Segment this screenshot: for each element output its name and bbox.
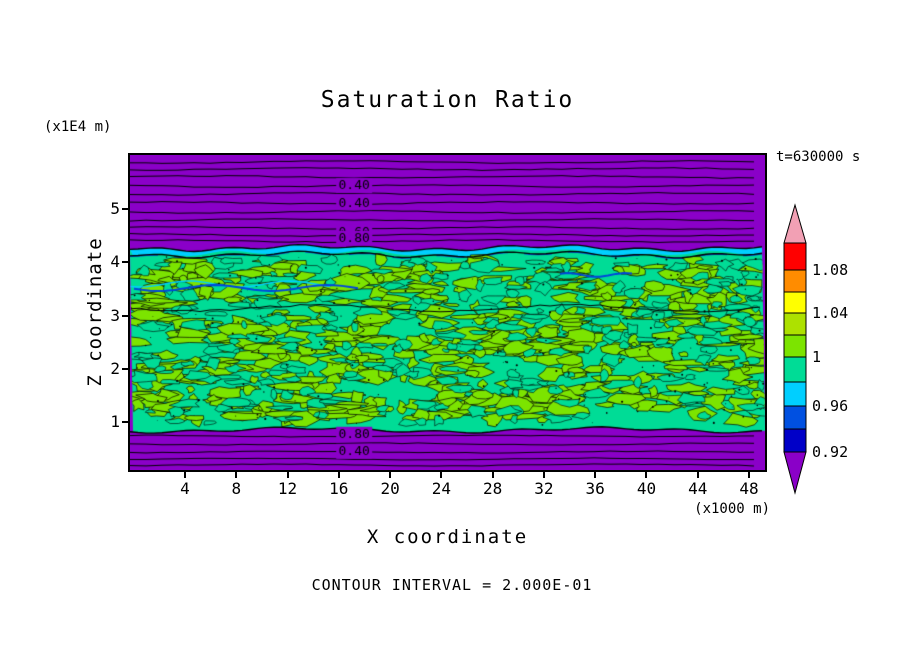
x-tick-label: 28 <box>482 479 503 498</box>
y-tick-mark <box>122 367 128 370</box>
plot-frame <box>128 153 767 472</box>
x-tick-mark <box>337 472 340 478</box>
y-tick-label: 4 <box>110 252 120 272</box>
x-axis-unit: (x1000 m) <box>694 501 770 517</box>
colorbar-segment <box>783 291 807 314</box>
y-tick-label: 5 <box>110 199 120 218</box>
x-axis-label: X coordinate <box>366 526 529 548</box>
x-tick-label: 44 <box>688 479 708 498</box>
x-tick-label: 24 <box>431 479 451 498</box>
colorbar-segment <box>783 428 807 453</box>
page-title: Saturation Ratio <box>320 87 575 113</box>
x-tick-label: 20 <box>380 479 400 498</box>
colorbar-bottom-arrow <box>783 451 807 495</box>
y-tick-mark <box>122 314 128 317</box>
x-tick-mark <box>286 472 289 478</box>
colorbar-tick-label: 0.96 <box>812 397 849 415</box>
colorbar-tick-label: 1 <box>812 348 822 366</box>
x-tick-mark <box>748 472 750 478</box>
colorbar-segment <box>783 405 807 430</box>
colorbar-segment <box>783 356 807 383</box>
colorbar-tick-label: 1.08 <box>812 261 849 279</box>
y-tick-mark <box>122 261 128 264</box>
x-tick-label: 36 <box>585 479 605 498</box>
x-tick-mark <box>491 472 494 478</box>
contour-plot-canvas <box>130 155 765 470</box>
x-tick-mark <box>594 472 597 478</box>
timestamp: t=630000 s <box>776 149 861 165</box>
y-axis-unit: (x1E4 m) <box>44 119 112 135</box>
x-tick-mark <box>235 472 238 478</box>
x-tick-mark <box>542 472 545 478</box>
x-tick-mark <box>645 472 648 478</box>
x-tick-label: 32 <box>534 479 554 498</box>
x-tick-mark <box>184 472 186 478</box>
colorbar-tick-label: 0.92 <box>812 443 849 461</box>
x-tick-label: 4 <box>180 479 190 498</box>
colorbar <box>783 203 807 495</box>
y-tick-mark <box>122 421 128 423</box>
y-tick-label: 3 <box>110 305 120 325</box>
colorbar-segment <box>783 334 807 358</box>
x-tick-label: 12 <box>277 479 298 498</box>
y-tick-mark <box>122 208 128 210</box>
contour-interval-note: CONTOUR INTERVAL = 2.000E-01 <box>311 576 593 594</box>
x-tick-label: 8 <box>231 479 242 498</box>
y-tick-label: 2 <box>110 358 120 378</box>
x-tick-label: 16 <box>329 479 349 498</box>
x-tick-mark <box>440 472 443 478</box>
colorbar-segment <box>783 312 807 336</box>
y-tick-label: 1 <box>110 412 120 431</box>
x-tick-label: 48 <box>739 479 759 498</box>
x-tick-mark <box>696 472 699 478</box>
x-tick-label: 40 <box>636 479 657 498</box>
colorbar-top-arrow <box>783 203 807 244</box>
colorbar-tick-label: 1.04 <box>812 304 849 322</box>
colorbar-segment <box>783 242 807 271</box>
x-tick-mark <box>389 472 392 478</box>
colorbar-segment <box>783 381 807 407</box>
colorbar-segment <box>783 269 807 293</box>
